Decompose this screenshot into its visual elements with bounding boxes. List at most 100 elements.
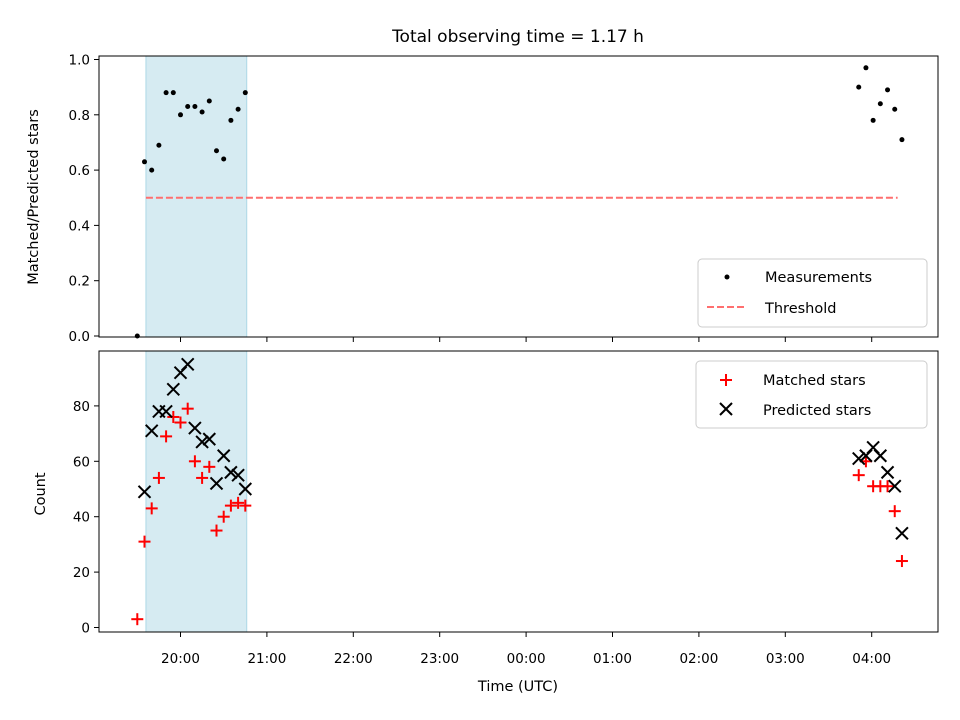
predicted-point [166, 382, 181, 396]
matched-point [895, 555, 908, 568]
ratio-panel: 0.0 0.2 0.4 0.6 0.8 1.0 Matched/Predicted sta… [26, 53, 939, 345]
count-y-tick-label: 20 [73, 565, 90, 581]
matched-point [152, 471, 165, 484]
matched-point [881, 480, 894, 493]
legend-matched-marker [720, 374, 732, 386]
matched-point [160, 430, 173, 443]
predicted-point [195, 435, 209, 449]
measurement-point [134, 333, 140, 339]
measurement-point [214, 148, 219, 154]
measurement-point [156, 142, 162, 148]
ratio-y-tick-label: 0.8 [69, 108, 90, 124]
predicted-point [144, 424, 159, 438]
ratio-x-ticks [180, 337, 873, 342]
legend-threshold-label: Threshold [764, 301, 836, 317]
predicted-point [137, 485, 152, 499]
measurement-point [892, 106, 898, 112]
measurement-point [178, 112, 183, 118]
ratio-y-axis: 0.0 0.2 0.4 0.6 0.8 1.0 [69, 53, 99, 345]
legend-measurements-marker [724, 274, 730, 280]
count-y-tick-label: 60 [73, 454, 90, 470]
matched-point [217, 510, 230, 523]
count-x-tick-label: 01:00 [593, 651, 632, 667]
predicted-point [188, 421, 202, 435]
count-panel: 0 20 40 60 80 20:00 21:00 22:00 23:00 00:00 01:00… [33, 350, 939, 695]
count-y-tick-label: 80 [73, 399, 90, 415]
predicted-point [852, 451, 866, 466]
predicted-point [238, 482, 253, 496]
count-shaded-interval [145, 350, 248, 633]
measurement-point [206, 98, 212, 104]
matched-point [224, 499, 237, 512]
matched-point [239, 499, 252, 512]
predicted-point [159, 404, 173, 419]
count-x-tick-label: 04:00 [852, 651, 891, 667]
count-x-tick-label: 22:00 [334, 651, 373, 667]
predicted-point [895, 526, 909, 541]
matched-point [131, 613, 144, 626]
count-y-tick-label: 40 [73, 510, 90, 526]
measurement-point [242, 90, 248, 96]
predicted-point [888, 479, 902, 493]
measurement-point [877, 101, 883, 107]
measurement-point [185, 104, 191, 110]
measurement-point [163, 90, 169, 96]
measurement-point [192, 104, 198, 110]
ratio-shaded-interval [145, 55, 248, 338]
matched-point [203, 460, 216, 473]
ratio-y-tick-label: 0.6 [69, 163, 90, 179]
ratio-y-tick-label: 0.0 [69, 329, 90, 345]
matched-point [196, 471, 209, 484]
measurement-point [899, 137, 905, 143]
predicted-point [180, 357, 195, 372]
ratio-y-tick-label: 1.0 [69, 53, 90, 69]
ratio-y-tick-label: 0.4 [69, 218, 90, 234]
matched-point [167, 410, 180, 423]
predicted-point [880, 465, 895, 480]
matched-point [145, 502, 158, 515]
measurement-point [863, 65, 869, 71]
count-x-tick-label: 00:00 [507, 651, 546, 667]
predicted-point [202, 432, 217, 446]
legend-matched-label: Matched stars [763, 373, 866, 389]
count-ylabel: Count [33, 472, 49, 515]
ratio-y-tick-label: 0.2 [69, 274, 90, 290]
measurement-point [870, 117, 876, 123]
count-x-tick-label: 02:00 [679, 651, 718, 667]
predicted-point [209, 476, 224, 491]
matched-point [232, 496, 245, 509]
count-x-tick-label: 20:00 [161, 651, 200, 667]
predicted-point [873, 449, 888, 463]
predicted-point [216, 449, 231, 463]
legend-measurements-label: Measurements [765, 270, 872, 286]
count-x-tick-label: 03:00 [766, 651, 805, 667]
measurement-point [235, 106, 241, 112]
matched-point [174, 416, 187, 429]
measurement-point [856, 84, 862, 90]
measurement-point [142, 159, 147, 165]
ratio-legend: Measurements Threshold [697, 258, 928, 328]
matched-point [138, 535, 151, 548]
legend-predicted-marker [719, 402, 733, 416]
matched-point [888, 505, 901, 518]
count-x-axis: 20:00 21:00 22:00 23:00 00:00 01:00 02:00 03:00… [161, 632, 891, 667]
measurement-point [228, 117, 234, 123]
count-x-tick-label: 21:00 [247, 651, 286, 667]
measurement-point [199, 109, 205, 115]
count-x-tick-label: 23:00 [420, 651, 459, 667]
measurement-point [170, 90, 176, 96]
measurement-point [149, 167, 155, 173]
chart-title: Total observing time = 1.17 h [391, 27, 644, 47]
count-legend: Matched stars Predicted stars [695, 360, 928, 429]
count-axes-frame [98, 350, 939, 633]
ratio-axes-frame [98, 55, 939, 338]
matched-point [210, 524, 223, 537]
legend-predicted-label: Predicted stars [763, 403, 871, 419]
measurement-point [221, 156, 227, 162]
predicted-point [224, 465, 238, 480]
count-xlabel: Time (UTC) [477, 679, 558, 695]
measurement-point [885, 87, 891, 93]
count-y-tick-label: 0 [81, 621, 90, 637]
matched-point [188, 455, 201, 468]
